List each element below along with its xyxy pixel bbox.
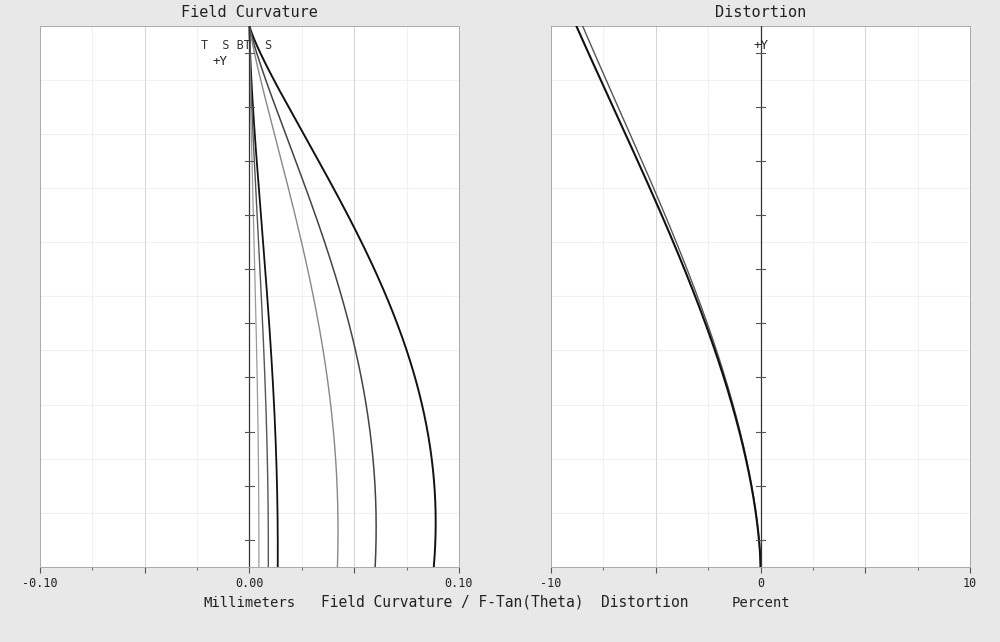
X-axis label: Millimeters: Millimeters — [203, 596, 296, 610]
Text: +Y: +Y — [213, 55, 228, 69]
Text: T  S BT  S: T S BT S — [201, 39, 273, 52]
Title: Distortion: Distortion — [715, 5, 806, 21]
Title: Field Curvature: Field Curvature — [181, 5, 318, 21]
X-axis label: Percent: Percent — [731, 596, 790, 610]
Text: Field Curvature / F-Tan(Theta)  Distortion: Field Curvature / F-Tan(Theta) Distortio… — [321, 594, 689, 610]
Text: +Y: +Y — [753, 39, 768, 52]
